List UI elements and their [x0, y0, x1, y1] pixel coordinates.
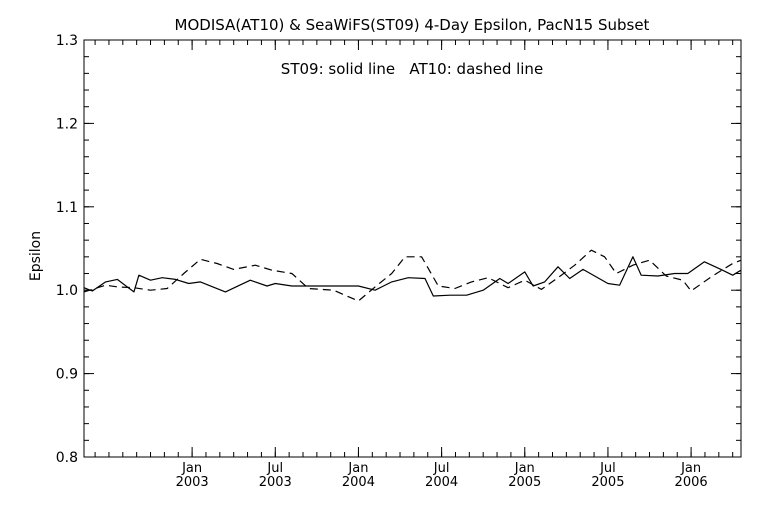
x-tick-year-label: 2005	[508, 475, 541, 490]
x-tick-year-label: 2003	[176, 475, 209, 490]
x-tick-month-label: Jul	[433, 461, 450, 476]
chart-title: MODISA(AT10) & SeaWiFS(ST09) 4-Day Epsil…	[175, 16, 650, 34]
x-tick-month-label: Jul	[266, 461, 283, 476]
y-tick-label: 1.0	[56, 283, 78, 299]
y-tick-label: 1.2	[56, 116, 78, 132]
plot-frame	[83, 39, 742, 458]
y-tick-label: 1.1	[56, 200, 78, 216]
x-tick-month-label: Jan	[514, 461, 535, 476]
x-tick-year-label: 2005	[591, 475, 624, 490]
y-tick-label: 1.3	[56, 33, 78, 49]
x-tick-year-label: 2003	[259, 475, 292, 490]
x-tick-month-label: Jan	[680, 461, 701, 476]
x-tick-year-label: 2006	[675, 475, 708, 490]
x-tick-year-label: 2004	[425, 475, 458, 490]
y-tick-label: 0.9	[56, 367, 78, 383]
x-tick-month-label: Jul	[599, 461, 616, 476]
series-line-at10	[83, 249, 742, 302]
series-line-st09	[83, 256, 742, 297]
series-lines	[83, 249, 742, 302]
x-tick-year-label: 2004	[342, 475, 375, 490]
line-style-annotation: ST09: solid line AT10: dashed line	[281, 60, 543, 78]
axis-ticks: 0.80.91.01.11.21.3Jan2003Jul2003Jan2004J…	[56, 33, 741, 490]
x-tick-month-label: Jan	[181, 461, 202, 476]
y-axis-label: Epsilon	[28, 231, 44, 281]
x-tick-month-label: Jan	[347, 461, 368, 476]
y-tick-label: 0.8	[56, 450, 78, 466]
